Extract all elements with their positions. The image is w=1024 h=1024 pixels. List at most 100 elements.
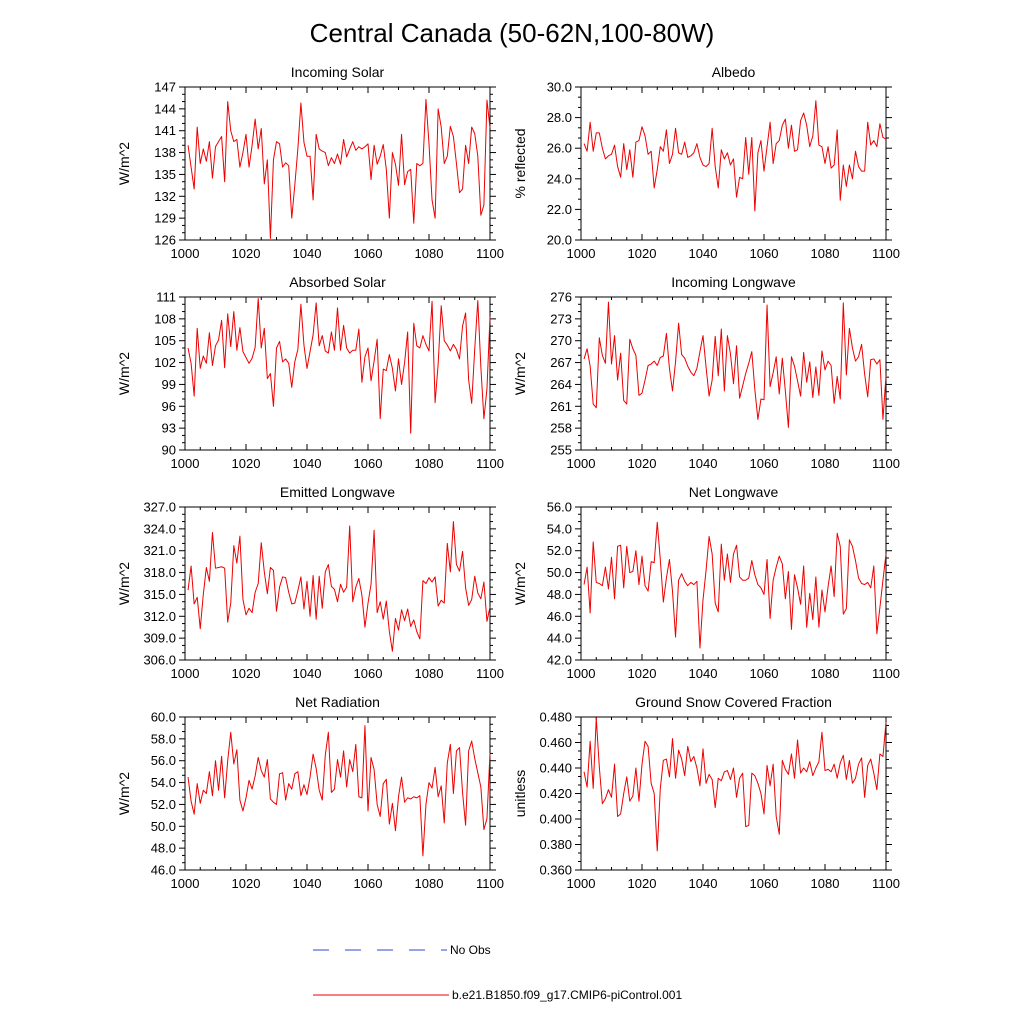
- panel-absorbed-solar: Absorbed Solar W/m^2 1000 1020 1040 1060 1080 1…: [116, 274, 504, 471]
- y-tick-label: 22.0: [547, 202, 572, 217]
- x-tick-label: 1060: [750, 876, 779, 891]
- y-axis-label: W/m^2: [116, 562, 132, 605]
- x-tick-label: 1000: [567, 456, 596, 471]
- x-tick-label: 1000: [567, 876, 596, 891]
- y-tick-label: 261: [550, 399, 572, 414]
- y-tick-label: 44.0: [547, 631, 572, 646]
- y-tick-label: 99: [162, 377, 176, 392]
- x-tick-label: 1060: [354, 876, 383, 891]
- x-tick-label: 1060: [354, 246, 383, 261]
- x-tick-label: 1020: [232, 456, 261, 471]
- panel-net-radiation: Net Radiation W/m^2 1000 1020 1040 1060 1080 11…: [116, 694, 504, 891]
- y-tick-label: 0.360: [539, 863, 572, 878]
- y-tick-label: 129: [154, 211, 176, 226]
- y-tick-label: 54.0: [151, 775, 176, 790]
- series-line-model: [583, 521, 887, 649]
- x-tick-label: 1100: [476, 246, 504, 261]
- panel-title: Incoming Solar: [291, 64, 385, 80]
- y-tick-label: 28.0: [547, 110, 572, 125]
- legend: No Obs b.e21.B1850.f09_g17.CMIP6-piContr…: [313, 943, 682, 1002]
- y-tick-label: 42.0: [547, 653, 572, 668]
- plot-frame: [580, 716, 887, 871]
- x-tick-label: 1100: [872, 666, 900, 681]
- series-line-model: [583, 301, 887, 428]
- plot-frame: [184, 296, 491, 451]
- x-tick-label: 1000: [171, 456, 200, 471]
- y-tick-label: 93: [162, 421, 176, 436]
- series-line-model: [187, 297, 491, 434]
- y-tick-label: 96: [162, 399, 176, 414]
- y-axis-label: W/m^2: [116, 142, 132, 185]
- x-tick-label: 1000: [567, 246, 596, 261]
- x-tick-label: 1100: [872, 876, 900, 891]
- x-tick-label: 1060: [750, 246, 779, 261]
- x-tick-label: 1100: [872, 246, 900, 261]
- y-tick-label: 306.0: [143, 653, 176, 668]
- y-tick-label: 0.420: [539, 786, 572, 801]
- y-tick-label: 267: [550, 355, 572, 370]
- x-tick-label: 1040: [689, 456, 718, 471]
- x-tick-label: 1080: [415, 876, 444, 891]
- y-axis-label: W/m^2: [512, 352, 528, 395]
- y-tick-label: 135: [154, 167, 176, 182]
- panel-title: Ground Snow Covered Fraction: [635, 694, 832, 710]
- y-tick-label: 0.380: [539, 837, 572, 852]
- y-axis-label: W/m^2: [512, 562, 528, 605]
- x-tick-label: 1080: [811, 876, 840, 891]
- panel-albedo: Albedo % reflected 1000 1020 1040 1060 1080 110…: [512, 64, 900, 261]
- x-tick-label: 1080: [415, 456, 444, 471]
- y-tick-label: 54.0: [547, 521, 572, 536]
- y-tick-label: 132: [154, 189, 176, 204]
- x-tick-label: 1080: [415, 666, 444, 681]
- panel-net-longwave: Net Longwave W/m^2 1000 1020 1040 1060 1080 110…: [512, 484, 900, 681]
- x-tick-label: 1000: [171, 876, 200, 891]
- y-tick-label: 50.0: [547, 565, 572, 580]
- plot-frame: [580, 296, 887, 451]
- series-line-model: [187, 725, 491, 857]
- panel-title: Absorbed Solar: [289, 274, 386, 290]
- y-tick-label: 0.480: [539, 710, 572, 725]
- x-tick-label: 1040: [293, 666, 322, 681]
- series-line-model: [187, 521, 491, 652]
- x-tick-label: 1100: [476, 666, 504, 681]
- y-tick-label: 312.0: [143, 609, 176, 624]
- x-tick-label: 1040: [689, 666, 718, 681]
- plot-frame: [184, 506, 491, 661]
- y-tick-label: 0.440: [539, 761, 572, 776]
- y-axis-label: W/m^2: [116, 352, 132, 395]
- y-tick-label: 141: [154, 123, 176, 138]
- x-tick-label: 1020: [232, 876, 261, 891]
- y-tick-label: 58.0: [151, 731, 176, 746]
- panel-incoming-solar: Incoming Solar W/m^2 1000 1020 1040 1060 1080 1…: [116, 64, 504, 261]
- x-tick-label: 1060: [750, 666, 779, 681]
- x-tick-label: 1060: [354, 456, 383, 471]
- y-tick-label: 327.0: [143, 500, 176, 515]
- y-tick-label: 56.0: [151, 753, 176, 768]
- x-tick-label: 1100: [872, 456, 900, 471]
- x-tick-label: 1020: [628, 246, 657, 261]
- series-line-model: [583, 100, 887, 212]
- y-tick-label: 264: [550, 377, 572, 392]
- y-tick-label: 276: [550, 290, 572, 305]
- x-tick-label: 1020: [232, 246, 261, 261]
- y-tick-label: 126: [154, 233, 176, 248]
- y-tick-label: 147: [154, 80, 176, 95]
- x-tick-label: 1040: [293, 876, 322, 891]
- panel-title: Emitted Longwave: [280, 484, 395, 500]
- y-tick-label: 56.0: [547, 500, 572, 515]
- y-tick-label: 46.0: [547, 609, 572, 624]
- panel-title: Net Longwave: [689, 484, 779, 500]
- x-tick-label: 1100: [476, 876, 504, 891]
- y-tick-label: 0.400: [539, 812, 572, 827]
- x-tick-label: 1020: [232, 666, 261, 681]
- y-tick-label: 24.0: [547, 171, 572, 186]
- panel-ground-snow-covered-fraction: Ground Snow Covered Fraction unitless 1000…: [512, 694, 900, 891]
- y-tick-label: 0.460: [539, 735, 572, 750]
- y-tick-label: 309.0: [143, 631, 176, 646]
- series-line-model: [583, 717, 887, 852]
- panels: Incoming Solar W/m^2 1000 1020 1040 1060 1080 1…: [116, 64, 900, 891]
- x-tick-label: 1080: [811, 456, 840, 471]
- y-tick-label: 138: [154, 145, 176, 160]
- x-tick-label: 1060: [750, 456, 779, 471]
- x-tick-label: 1060: [354, 666, 383, 681]
